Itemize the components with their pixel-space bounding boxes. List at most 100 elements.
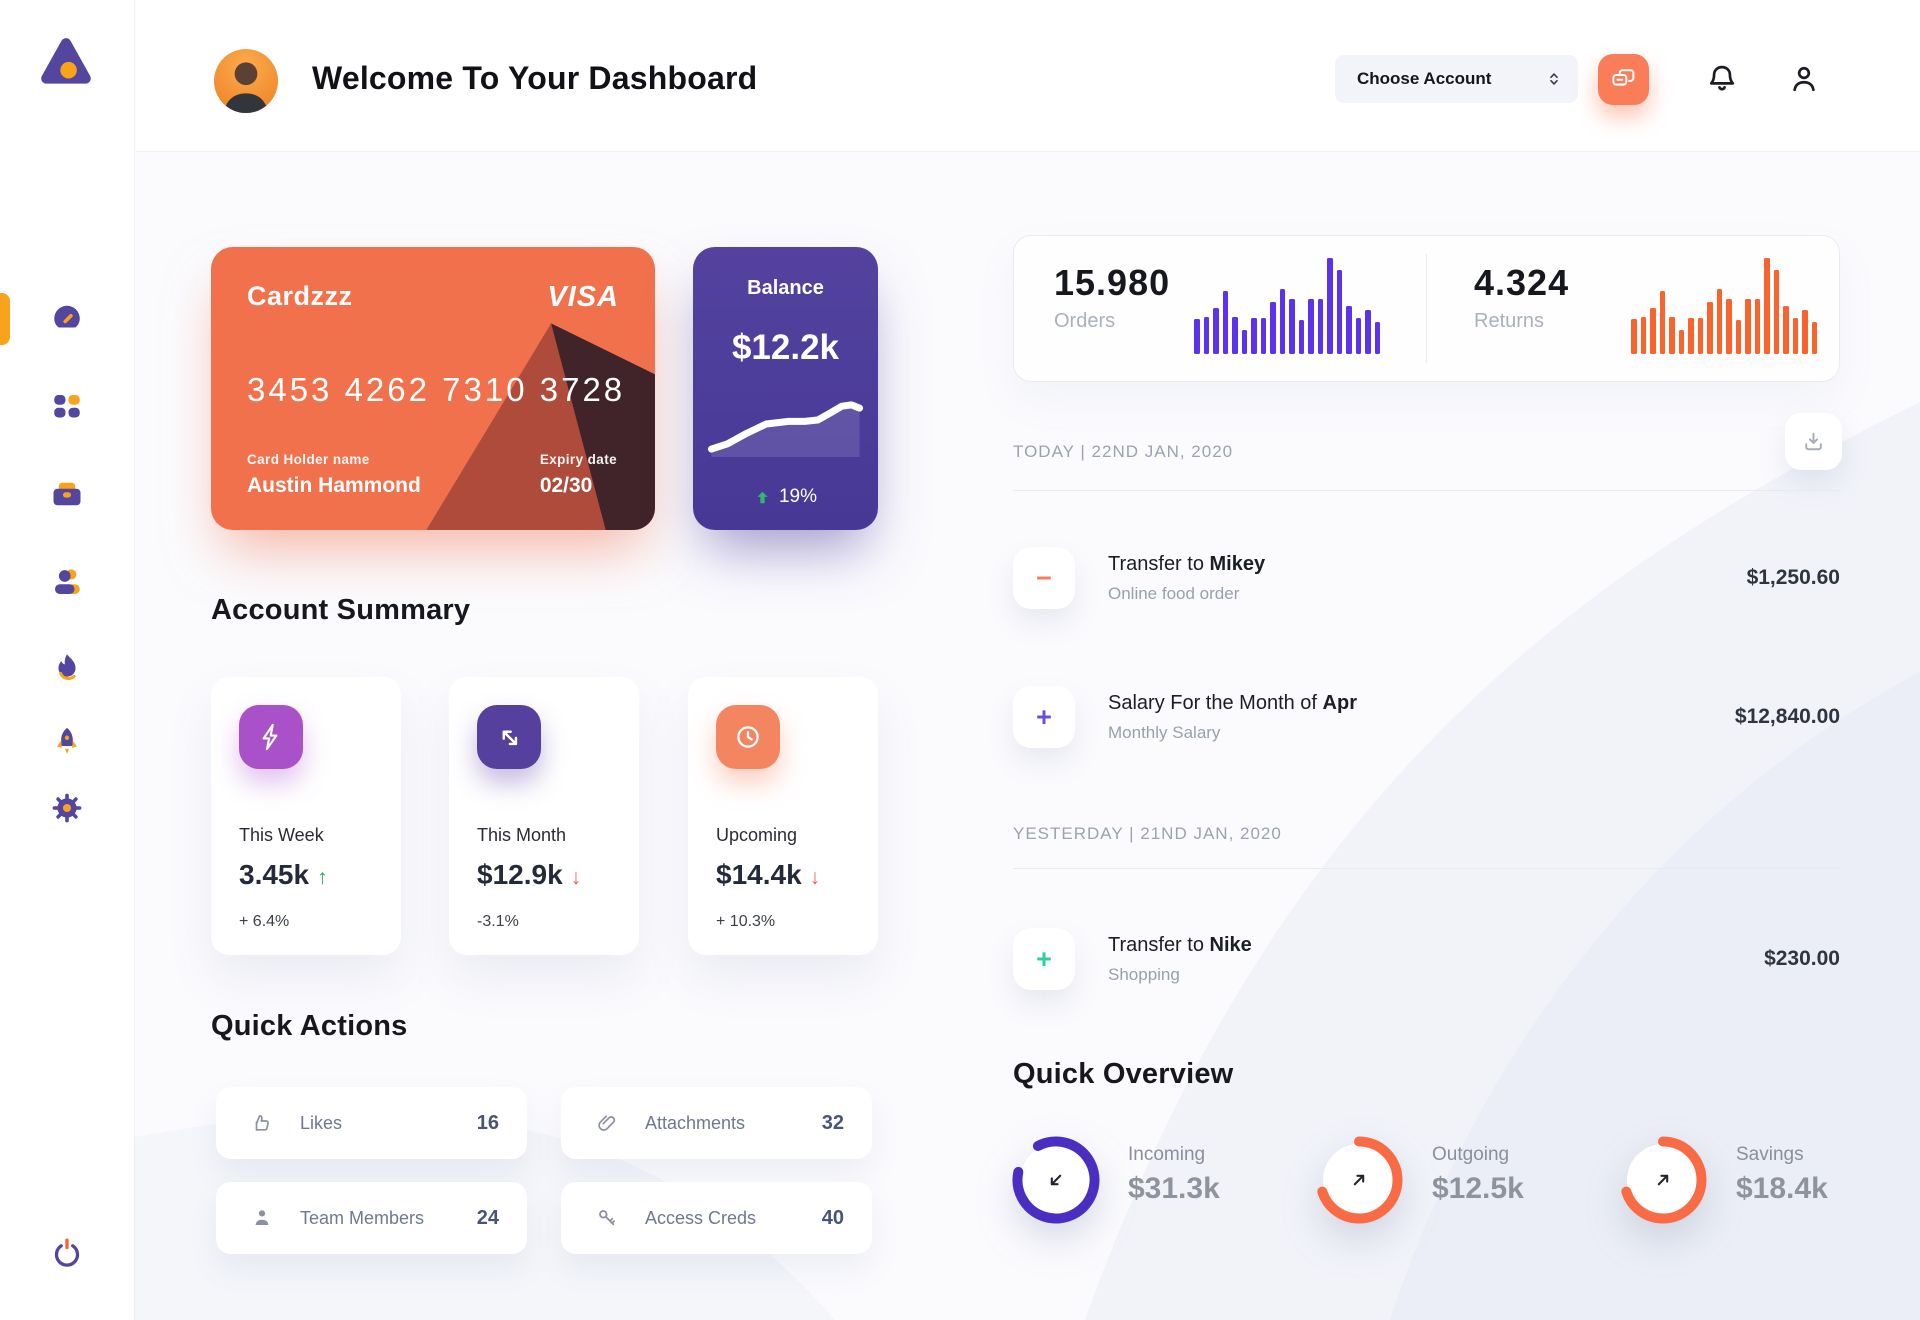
card-number: 3453 4262 7310 3728 bbox=[247, 371, 626, 408]
summary-card-this-week[interactable]: This Week 3.45k ↑ + 6.4% bbox=[211, 677, 401, 955]
quick-action-likes[interactable]: Likes 16 bbox=[216, 1087, 527, 1159]
transaction-title: Transfer to Mikey bbox=[1108, 552, 1266, 575]
page-title: Welcome To Your Dashboard bbox=[312, 60, 758, 96]
plus-icon: + bbox=[1013, 686, 1075, 748]
divider bbox=[1013, 868, 1840, 869]
nav-item-dashboard[interactable] bbox=[46, 296, 88, 338]
avatar-photo bbox=[223, 62, 269, 113]
quick-action-team-members[interactable]: Team Members 24 bbox=[216, 1182, 527, 1254]
paperclip-icon bbox=[598, 1115, 616, 1131]
transaction-text: Transfer to Nike Shopping bbox=[1108, 934, 1764, 985]
savings-value: $18.4k bbox=[1736, 1172, 1828, 1205]
returns-label: Returns bbox=[1474, 310, 1545, 332]
member-icon bbox=[255, 1210, 269, 1225]
nav-item-launch[interactable] bbox=[46, 721, 88, 763]
nav-item-apps[interactable] bbox=[46, 386, 88, 428]
notifications-button[interactable] bbox=[1705, 62, 1739, 96]
transaction-row-salary[interactable]: + Salary For the Month of Apr Monthly Sa… bbox=[1013, 686, 1840, 748]
incoming-ring bbox=[1009, 1133, 1103, 1227]
summary-value: $14.4k ↓ bbox=[716, 859, 821, 890]
summary-card-this-month[interactable]: This Month $12.9k ↓ -3.1% bbox=[449, 677, 639, 955]
quick-action-attachments[interactable]: Attachments 32 bbox=[561, 1087, 872, 1159]
chat-bubbles-icon bbox=[1612, 69, 1635, 86]
balance-change-value: 19% bbox=[778, 486, 818, 507]
quick-action-count: 16 bbox=[476, 1111, 499, 1134]
choose-account-select[interactable]: Choose Account bbox=[1335, 55, 1578, 103]
choose-account-label: Choose Account bbox=[1357, 69, 1492, 88]
summary-change: + 6.4% bbox=[239, 913, 290, 930]
returns-value: 4.324 bbox=[1474, 262, 1570, 303]
arrows-diagonal-icon bbox=[477, 705, 541, 769]
balance-card[interactable]: Balance $12.2k 19% bbox=[693, 247, 878, 530]
orders-bar-chart bbox=[1194, 258, 1392, 354]
team-icon bbox=[55, 569, 80, 594]
nav-item-trending[interactable] bbox=[46, 647, 88, 689]
transaction-row-nike[interactable]: + Transfer to Nike Shopping $230.00 bbox=[1013, 928, 1840, 990]
outgoing-stats: Outgoing $12.5k bbox=[1432, 1144, 1524, 1206]
transaction-title: Transfer to Nike bbox=[1108, 933, 1252, 956]
nav-item-team[interactable] bbox=[46, 561, 88, 603]
arrow-up-right-icon bbox=[1657, 1174, 1669, 1186]
summary-value: 3.45k ↑ bbox=[239, 859, 328, 890]
divider bbox=[1013, 490, 1840, 491]
yesterday-group-header: YESTERDAY | 21ND JAN, 2020 bbox=[1013, 824, 1282, 843]
messages-button[interactable] bbox=[1598, 54, 1649, 105]
returns-bar-chart bbox=[1631, 258, 1829, 354]
transaction-title: Salary For the Month of Apr bbox=[1108, 691, 1357, 714]
incoming-label: Incoming bbox=[1128, 1144, 1206, 1165]
lightning-icon bbox=[239, 705, 303, 769]
plus-icon: + bbox=[1013, 928, 1075, 990]
balance-title: Balance bbox=[747, 277, 824, 299]
briefcase-icon bbox=[53, 482, 81, 506]
summary-change: -3.1% bbox=[477, 913, 519, 930]
select-chevrons-icon bbox=[1550, 73, 1558, 85]
flame-icon bbox=[58, 654, 76, 681]
quick-action-label: Attachments bbox=[645, 1112, 746, 1133]
arrow-up-right-icon bbox=[1353, 1174, 1365, 1186]
quick-action-label: Team Members bbox=[300, 1207, 425, 1228]
transaction-text: Transfer to Mikey Online food order bbox=[1108, 553, 1747, 604]
balance-amount: $12.2k bbox=[731, 328, 840, 367]
nav-item-settings[interactable] bbox=[46, 787, 88, 829]
active-nav-indicator bbox=[0, 293, 10, 345]
transaction-text: Salary For the Month of Apr Monthly Sala… bbox=[1108, 692, 1735, 743]
app-logo[interactable] bbox=[36, 34, 96, 94]
transaction-row-mikey[interactable]: − Transfer to Mikey Online food order $1… bbox=[1013, 547, 1840, 609]
incoming-stats: Incoming $31.3k bbox=[1128, 1144, 1220, 1206]
settings-gear-icon bbox=[52, 793, 82, 823]
quick-action-label: Likes bbox=[300, 1112, 343, 1133]
arrow-down-left-icon bbox=[1050, 1174, 1062, 1186]
triangle-logo-icon bbox=[41, 38, 91, 84]
minus-icon: − bbox=[1013, 547, 1075, 609]
profile-button[interactable] bbox=[1787, 62, 1821, 96]
account-summary-title: Account Summary bbox=[211, 594, 471, 626]
quick-action-count: 32 bbox=[821, 1111, 844, 1134]
card-expiry-value: 02/30 bbox=[539, 474, 593, 497]
download-icon bbox=[1805, 432, 1822, 451]
card-name: Cardzzz bbox=[247, 281, 353, 311]
stats-divider bbox=[1426, 254, 1427, 363]
savings-label: Savings bbox=[1736, 1144, 1804, 1165]
rocket-icon bbox=[57, 727, 77, 754]
quick-action-label: Access Creds bbox=[645, 1207, 757, 1228]
key-icon bbox=[599, 1210, 615, 1226]
download-button[interactable] bbox=[1785, 413, 1842, 470]
outgoing-ring bbox=[1312, 1133, 1406, 1227]
orders-label: Orders bbox=[1054, 310, 1116, 332]
summary-card-upcoming[interactable]: Upcoming $14.4k ↓ + 10.3% bbox=[688, 677, 878, 955]
summary-label: This Week bbox=[239, 825, 324, 845]
trend-up-arrow: ↑ bbox=[317, 866, 328, 889]
user-avatar[interactable] bbox=[214, 49, 278, 113]
outgoing-value: $12.5k bbox=[1432, 1172, 1524, 1205]
quick-action-access-creds[interactable]: Access Creds 40 bbox=[561, 1182, 872, 1254]
nav-item-work[interactable] bbox=[46, 473, 88, 515]
logout-button[interactable] bbox=[46, 1232, 88, 1274]
bell-icon bbox=[1709, 65, 1735, 91]
incoming-value: $31.3k bbox=[1128, 1172, 1220, 1205]
credit-card[interactable]: Cardzzz VISA 3453 4262 7310 3728 Card Ho… bbox=[211, 247, 655, 530]
clock-icon bbox=[716, 705, 780, 769]
quick-overview-title: Quick Overview bbox=[1013, 1058, 1234, 1090]
card-expiry-label: Expiry date bbox=[539, 452, 617, 467]
apps-grid-icon bbox=[54, 395, 80, 418]
